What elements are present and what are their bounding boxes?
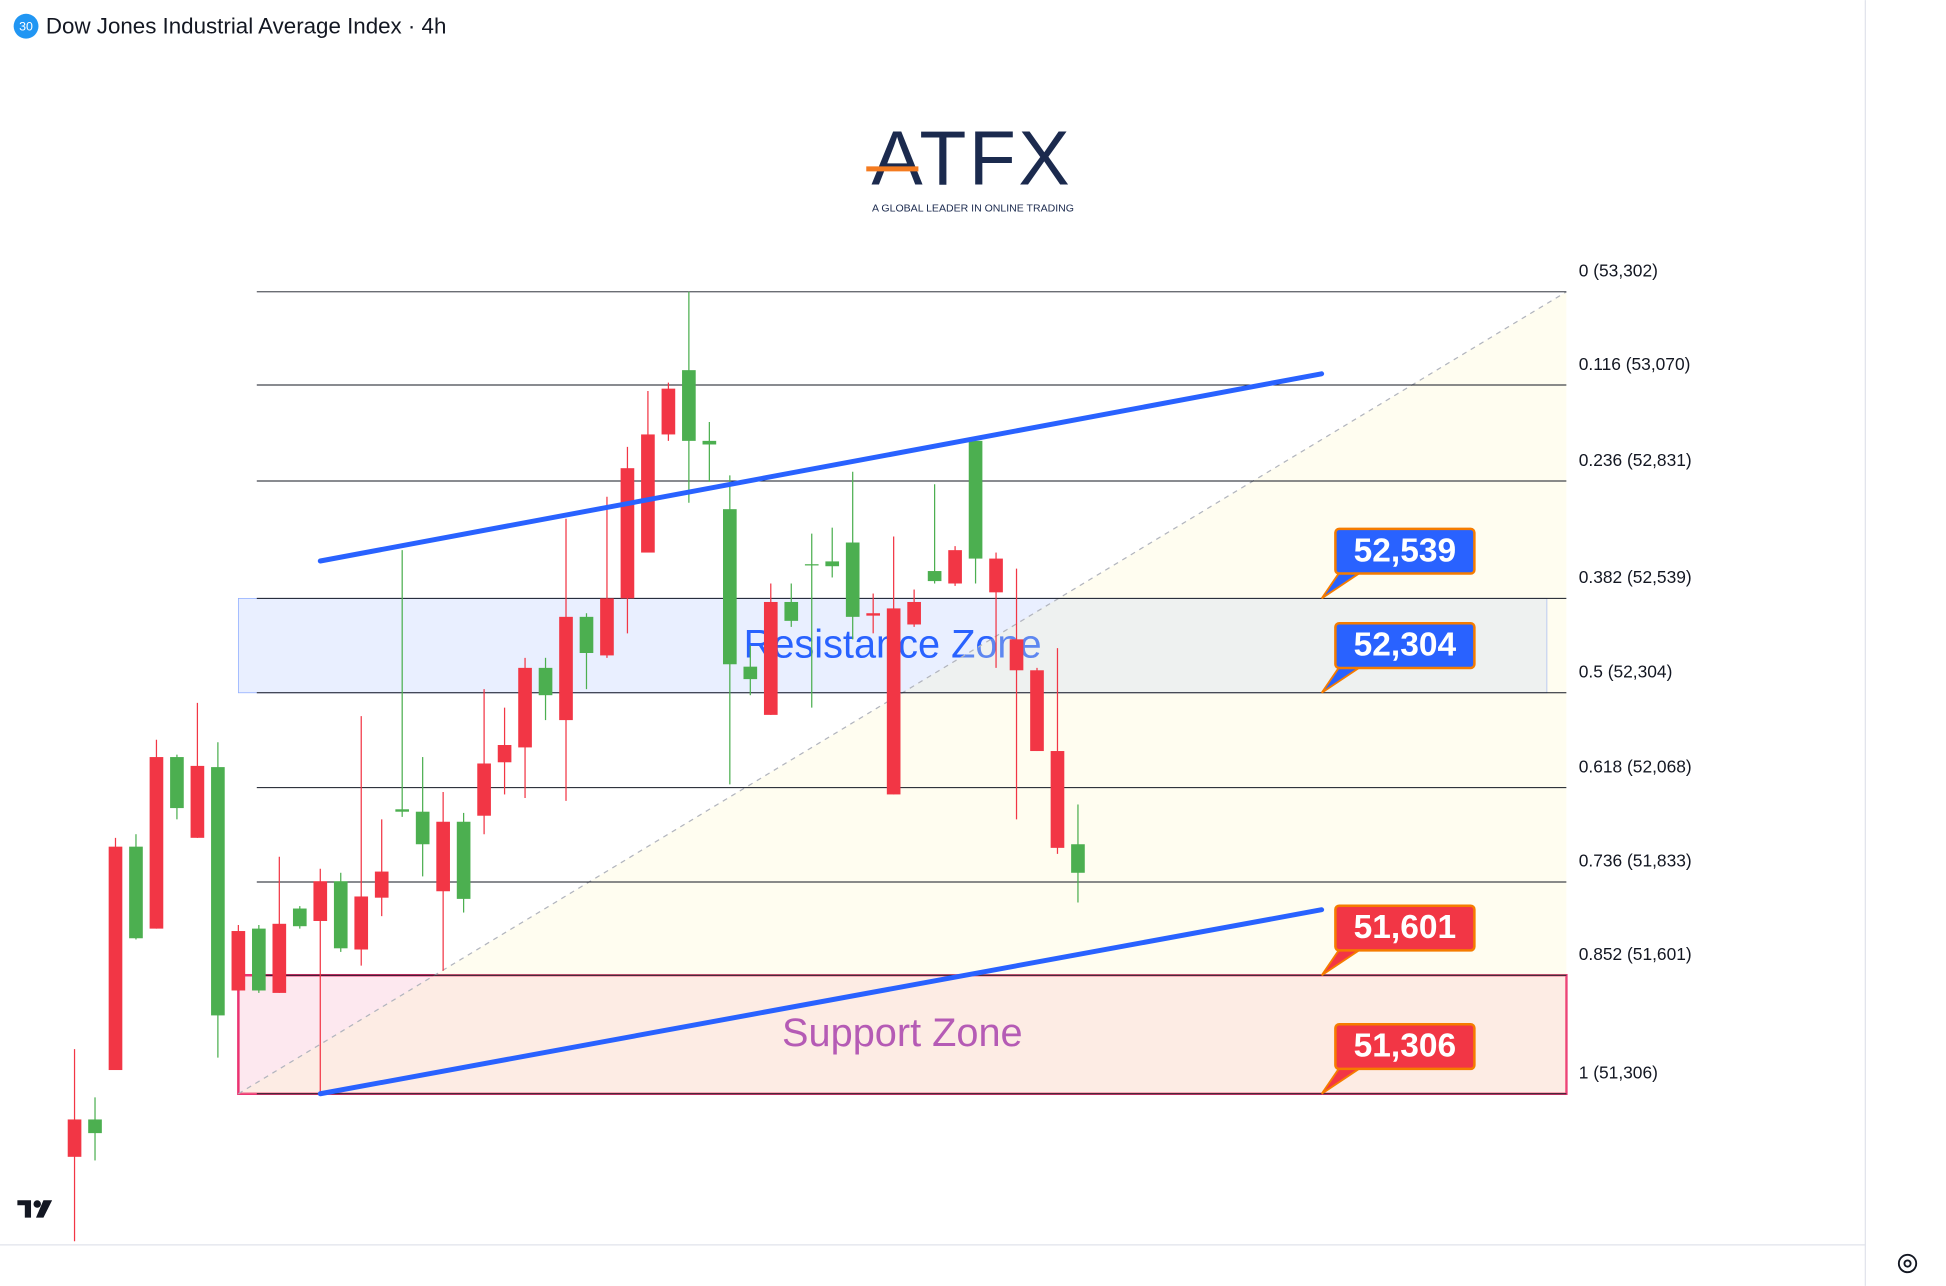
candle-body bbox=[948, 550, 962, 584]
candle-body bbox=[252, 928, 266, 991]
candle-body bbox=[784, 601, 799, 621]
settings-button[interactable] bbox=[1897, 1253, 1918, 1274]
candle-body bbox=[600, 598, 614, 656]
candle-body bbox=[1009, 639, 1024, 671]
candle-body bbox=[620, 468, 635, 599]
candle-body bbox=[415, 811, 430, 845]
candle-body bbox=[211, 767, 225, 1016]
badge-text: 30 bbox=[19, 20, 33, 34]
candle-body bbox=[88, 1119, 102, 1134]
candle-body bbox=[313, 881, 328, 921]
candle-body bbox=[845, 542, 860, 617]
candle-body bbox=[333, 881, 348, 949]
price-tag-label: 52,304 bbox=[1354, 627, 1457, 664]
candle-body bbox=[804, 564, 819, 566]
tv-logo-part bbox=[17, 1200, 32, 1218]
trendlines bbox=[317, 371, 1325, 1097]
candle-body bbox=[477, 763, 491, 816]
candle-body bbox=[108, 846, 123, 1071]
candle-body bbox=[149, 757, 164, 929]
price-tags: 52,539 52,304 51,601 51,306 bbox=[1320, 527, 1476, 1095]
candle-body bbox=[661, 388, 676, 435]
price-tag bbox=[1334, 527, 1476, 575]
candle-body bbox=[579, 616, 594, 654]
candle-body bbox=[272, 923, 287, 993]
candle-body bbox=[723, 509, 737, 665]
candle-body bbox=[170, 757, 184, 809]
candle-body bbox=[67, 1119, 82, 1157]
candle-body bbox=[743, 666, 758, 680]
candle-body bbox=[497, 745, 512, 763]
tradingview-logo bbox=[17, 1200, 53, 1218]
candle-body bbox=[559, 616, 573, 721]
fib-label: 0.236 (52,831) bbox=[1579, 450, 1692, 470]
candles bbox=[67, 291, 1085, 1242]
candle-body bbox=[518, 667, 532, 748]
fib-label: 0.116 (53,070) bbox=[1579, 354, 1691, 374]
candle-body bbox=[825, 561, 840, 567]
fib-label: 0.618 (52,068) bbox=[1579, 756, 1692, 776]
price-tag-label: 51,306 bbox=[1354, 1028, 1456, 1065]
fib-label: 0 (53,302) bbox=[1579, 261, 1658, 281]
settings-icon-center[interactable] bbox=[1903, 1259, 1912, 1268]
fib-label: 0.382 (52,539) bbox=[1579, 567, 1692, 587]
candle-body bbox=[1050, 751, 1065, 848]
fib-label: 0.5 (52,304) bbox=[1579, 662, 1673, 682]
fib-label: 1 (51,306) bbox=[1579, 1062, 1658, 1082]
logo-tagline: A GLOBAL LEADER IN ONLINE TRADING bbox=[872, 202, 1074, 214]
price-tag-label: 52,539 bbox=[1354, 532, 1456, 569]
fibonacci: 0 (53,302) 0.116 (53,070) 0.236 (52,831) 0.… bbox=[238, 261, 1692, 1095]
candle-body bbox=[436, 821, 450, 892]
candle-body bbox=[682, 370, 696, 441]
price-tag bbox=[1334, 622, 1476, 670]
tv-logo-part bbox=[35, 1200, 53, 1218]
trendline bbox=[317, 371, 1325, 564]
price-tag-label: 51,601 bbox=[1354, 909, 1456, 946]
candle-body bbox=[886, 608, 901, 795]
candle-body bbox=[129, 846, 143, 939]
candle-body bbox=[354, 896, 369, 950]
candle-body bbox=[702, 440, 717, 445]
tv-logo-part bbox=[33, 1200, 41, 1208]
candle-body bbox=[1030, 670, 1044, 752]
candle-body bbox=[456, 821, 471, 899]
logo-name: ATFX bbox=[871, 115, 1072, 201]
candle-body bbox=[374, 871, 389, 898]
zone-label: Support Zone bbox=[782, 1011, 1023, 1055]
candle-body bbox=[968, 440, 983, 559]
price-tag bbox=[1334, 1023, 1476, 1071]
candle-body bbox=[1071, 844, 1085, 873]
candle-body bbox=[763, 601, 778, 715]
symbol-badge bbox=[13, 13, 39, 39]
candle-body bbox=[641, 434, 655, 553]
candle-body bbox=[292, 908, 307, 927]
fib-label: 0.736 (51,833) bbox=[1579, 851, 1692, 871]
candle-body bbox=[866, 613, 881, 616]
candle-body bbox=[927, 571, 942, 582]
candle-body bbox=[538, 667, 553, 696]
candle-body bbox=[190, 765, 205, 838]
settings-icon[interactable] bbox=[1897, 1253, 1918, 1274]
candle-body bbox=[989, 558, 1003, 593]
price-tag bbox=[1334, 904, 1476, 952]
candle-body bbox=[231, 931, 246, 991]
trendline bbox=[317, 907, 1325, 1097]
fib-label: 0.852 (51,601) bbox=[1579, 944, 1692, 964]
candle-body bbox=[395, 809, 410, 812]
chart-title: Dow Jones Industrial Average Index · 4h bbox=[46, 13, 446, 38]
candle-body bbox=[907, 601, 921, 625]
logo: ATFX A GLOBAL LEADER IN ONLINE TRADING bbox=[866, 115, 1074, 214]
